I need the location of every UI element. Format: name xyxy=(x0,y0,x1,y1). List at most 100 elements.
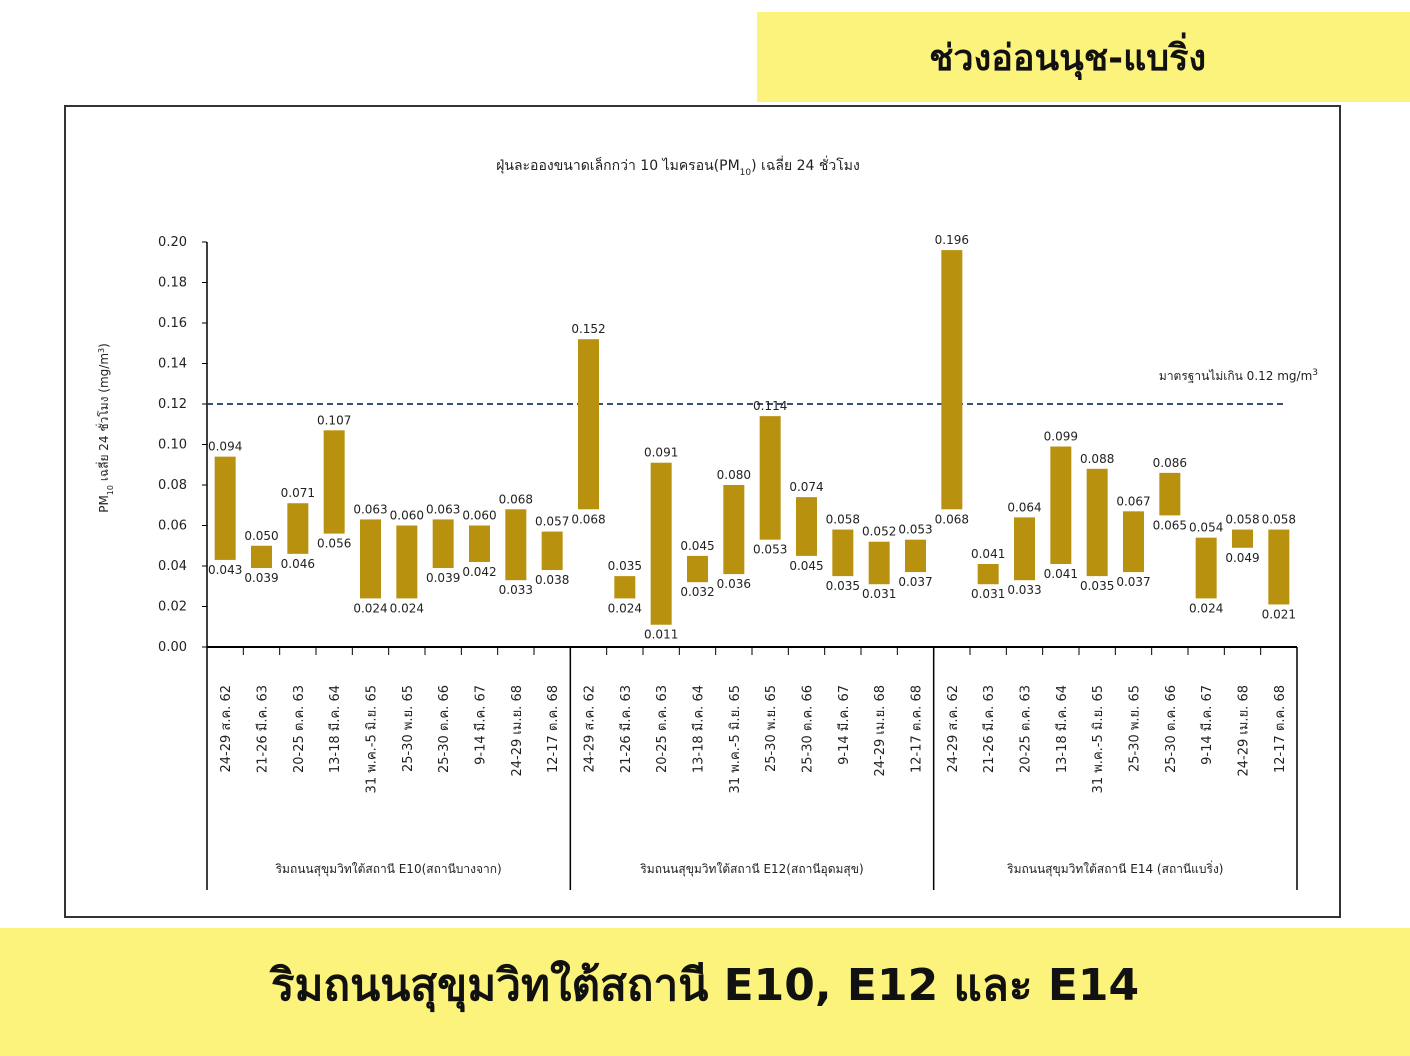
bar xyxy=(1014,517,1035,581)
bar-max-label: 0.060 xyxy=(390,509,424,523)
bar-max-label: 0.152 xyxy=(571,322,605,336)
top-banner: ช่วงอ่อนนุช-แบริ่ง xyxy=(757,12,1410,102)
bar-max-label: 0.099 xyxy=(1044,430,1078,444)
bar xyxy=(360,519,381,599)
bar xyxy=(214,456,236,560)
bar xyxy=(396,525,418,599)
bar-max-label: 0.196 xyxy=(935,233,969,247)
x-category-label: 13-18 มี.ค. 64 xyxy=(1054,685,1070,773)
bar xyxy=(941,250,963,510)
x-category-label: 24-29 ส.ค. 62 xyxy=(219,685,234,772)
bar-max-label: 0.091 xyxy=(644,446,678,460)
x-category-label: 24-29 เม.ย. 68 xyxy=(510,685,525,776)
bar-max-label: 0.086 xyxy=(1153,456,1187,470)
x-category-label: 21-26 มี.ค. 63 xyxy=(255,685,271,773)
bottom-banner: ริมถนนสุขุมวิทใต้สถานี E10, E12 และ E14 xyxy=(0,928,1410,1056)
group-label: ริมถนนสุขุมวิทใต้สถานี E10(สถานีบางจาก) xyxy=(275,862,502,877)
bar xyxy=(905,539,926,573)
y-tick-label: 0.14 xyxy=(158,357,187,372)
x-category-label: 25-30 ต.ค. 66 xyxy=(437,685,452,773)
bar-min-label: 0.035 xyxy=(1080,579,1114,593)
bar xyxy=(868,541,890,585)
bar-min-label: 0.035 xyxy=(826,579,860,593)
bar-max-label: 0.071 xyxy=(281,486,315,500)
bar-max-label: 0.067 xyxy=(1116,494,1150,508)
y-tick-label: 0.00 xyxy=(158,640,187,655)
bar-max-label: 0.057 xyxy=(535,515,569,529)
bar xyxy=(977,563,999,585)
y-tick-label: 0.08 xyxy=(158,478,187,493)
bar-min-label: 0.039 xyxy=(244,571,278,585)
bar xyxy=(759,416,781,540)
bar-min-label: 0.031 xyxy=(971,587,1005,601)
x-category-label: 31 พ.ค.-5 มิ.ย. 65 xyxy=(365,685,380,793)
group-label: ริมถนนสุขุมวิทใต้สถานี E14 (สถานีแบริ่ง) xyxy=(1007,860,1224,877)
x-category-label: 24-29 ส.ค. 62 xyxy=(946,685,961,772)
x-category-label: 25-30 พ.ย. 65 xyxy=(1128,685,1143,772)
x-category-label: 24-29 เม.ย. 68 xyxy=(873,685,888,776)
bar-min-label: 0.033 xyxy=(1007,583,1041,597)
x-category-label: 13-18 มี.ค. 64 xyxy=(327,685,343,773)
x-category-label: 25-30 พ.ย. 65 xyxy=(401,685,416,772)
bar-min-label: 0.049 xyxy=(1225,551,1259,565)
standard-label: มาตรฐานไม่เกิน 0.12 mg/m3 xyxy=(1159,368,1318,383)
y-tick-label: 0.06 xyxy=(158,519,187,534)
bar-min-label: 0.053 xyxy=(753,543,787,557)
bar xyxy=(1050,446,1072,564)
bar-max-label: 0.058 xyxy=(1262,513,1296,527)
bar xyxy=(687,555,708,583)
bar xyxy=(469,525,490,562)
bar xyxy=(1268,529,1290,605)
bar-max-label: 0.058 xyxy=(826,513,860,527)
y-axis-label: PM10 เฉลี่ย 24 ชั่วโมง (mg/m3) xyxy=(95,343,115,513)
bar-min-label: 0.042 xyxy=(462,565,496,579)
bar xyxy=(541,531,563,571)
bar xyxy=(1159,472,1181,516)
bar xyxy=(1086,468,1108,577)
bar-max-label: 0.058 xyxy=(1225,513,1259,527)
bar-max-label: 0.074 xyxy=(789,480,823,494)
bar-max-label: 0.088 xyxy=(1080,452,1114,466)
x-category-label: 12-17 ต.ค. 68 xyxy=(910,685,925,773)
y-tick-label: 0.04 xyxy=(158,559,187,574)
bar xyxy=(1232,529,1253,548)
chart-title: ฝุ่นละอองขนาดเล็กกว่า 10 ไมครอน(PM10) เฉ… xyxy=(496,156,860,178)
bar-max-label: 0.080 xyxy=(717,468,751,482)
bar-max-label: 0.114 xyxy=(753,399,787,413)
bar-min-label: 0.011 xyxy=(644,628,678,642)
bar-min-label: 0.037 xyxy=(1116,575,1150,589)
bar-min-label: 0.033 xyxy=(499,583,533,597)
bar-min-label: 0.039 xyxy=(426,571,460,585)
x-category-label: 25-30 พ.ย. 65 xyxy=(764,685,779,772)
bar xyxy=(650,462,672,625)
bar-min-label: 0.043 xyxy=(208,563,242,577)
bar-min-label: 0.031 xyxy=(862,587,896,601)
bar xyxy=(578,339,599,510)
bar xyxy=(505,509,527,581)
y-tick-label: 0.10 xyxy=(158,438,187,453)
bar-max-label: 0.041 xyxy=(971,547,1005,561)
y-tick-label: 0.12 xyxy=(158,397,187,412)
x-category-label: 20-25 ต.ค. 63 xyxy=(292,685,307,773)
bar-min-label: 0.041 xyxy=(1044,567,1078,581)
bar-min-label: 0.038 xyxy=(535,573,569,587)
bar-min-label: 0.024 xyxy=(1189,601,1223,615)
bottom-banner-title: ริมถนนสุขุมวิทใต้สถานี E10, E12 และ E14 xyxy=(270,960,1140,1011)
bar xyxy=(1195,537,1217,599)
bar-min-label: 0.024 xyxy=(353,601,387,615)
bar xyxy=(432,519,454,569)
y-tick-label: 0.02 xyxy=(158,600,187,615)
bar-max-label: 0.063 xyxy=(426,502,460,516)
x-category-label: 9-14 มี.ค. 67 xyxy=(473,685,489,765)
bar-max-label: 0.054 xyxy=(1189,521,1223,535)
x-category-label: 20-25 ต.ค. 63 xyxy=(655,685,670,773)
bar-min-label: 0.045 xyxy=(789,559,823,573)
bar-max-label: 0.060 xyxy=(462,509,496,523)
bar-min-label: 0.046 xyxy=(281,557,315,571)
bar xyxy=(323,430,345,534)
bar-min-label: 0.068 xyxy=(935,512,969,526)
bar-max-label: 0.107 xyxy=(317,413,351,427)
bar-max-label: 0.064 xyxy=(1007,500,1041,514)
x-category-label: 20-25 ต.ค. 63 xyxy=(1019,685,1034,773)
bar-min-label: 0.024 xyxy=(390,601,424,615)
